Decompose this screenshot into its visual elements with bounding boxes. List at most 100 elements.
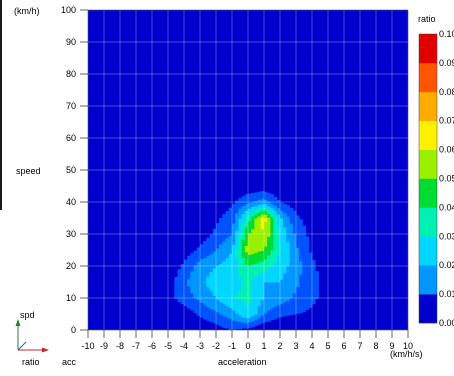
contour-cell — [260, 295, 265, 297]
contour-cell — [241, 278, 246, 280]
contour-cell — [193, 296, 198, 298]
contour-cell — [203, 253, 207, 255]
contour-cell — [212, 280, 217, 282]
contour-cell — [238, 202, 242, 204]
contour-cell — [251, 219, 255, 221]
contour-cell — [216, 296, 220, 298]
contour-cell — [216, 289, 220, 291]
contour-cell — [212, 255, 217, 257]
contour-cell — [273, 232, 278, 234]
contour-cell — [241, 294, 246, 296]
contour-cell — [212, 321, 217, 323]
contour-cell — [235, 246, 239, 248]
contour-cell — [260, 199, 265, 201]
contour-cell — [235, 210, 239, 212]
contour-cell — [200, 280, 204, 282]
contour-cell — [225, 312, 230, 314]
contour-cell — [200, 257, 204, 259]
contour-cell — [238, 257, 242, 259]
contour-cell — [232, 216, 236, 218]
contour-cell — [273, 276, 278, 278]
contour-cell — [241, 269, 246, 271]
contour-cell — [260, 226, 265, 228]
contour-cell — [260, 310, 265, 312]
contour-cell — [219, 219, 223, 221]
contour-cell — [276, 303, 281, 305]
contour-cell — [267, 285, 271, 287]
contour-cell — [235, 241, 239, 243]
contour-cell — [193, 312, 198, 314]
contour-cell — [270, 236, 274, 238]
contour-cell — [209, 319, 214, 321]
contour-cell — [225, 298, 230, 300]
contour-cell — [254, 289, 258, 291]
contour-cell — [212, 285, 217, 287]
contour-cell — [228, 219, 233, 221]
contour-cell — [225, 317, 230, 319]
contour-cell — [264, 307, 268, 309]
contour-cell — [225, 230, 230, 232]
contour-cell — [225, 304, 230, 306]
contour-cell — [206, 291, 210, 293]
contour-cell — [241, 303, 246, 305]
contour-cell — [241, 262, 246, 264]
contour-cell — [228, 226, 233, 228]
contour-cell — [264, 203, 268, 205]
contour-cell — [238, 251, 242, 253]
contour-cell — [273, 205, 278, 207]
contour-cell — [254, 321, 258, 323]
contour-cell — [196, 281, 201, 283]
contour-cell — [270, 279, 274, 281]
contour-cell — [264, 319, 268, 321]
contour-cell — [238, 221, 242, 223]
contour-cell — [241, 307, 246, 309]
contour-cell — [219, 305, 223, 307]
contour-cell — [260, 298, 265, 300]
contour-cell — [225, 282, 230, 284]
contour-cell — [257, 196, 262, 198]
contour-cell — [216, 241, 220, 243]
contour-cell — [184, 287, 188, 289]
contour-cell — [235, 266, 239, 268]
contour-cell — [196, 301, 201, 303]
contour-cell — [260, 227, 265, 229]
contour-cell — [219, 283, 223, 285]
contour-cell — [219, 282, 223, 284]
contour-cell — [203, 305, 207, 307]
contour-cell — [248, 315, 252, 317]
contour-cell — [193, 295, 198, 297]
contour-cell — [254, 260, 258, 262]
contour-cell — [209, 258, 214, 260]
contour-cell — [260, 262, 265, 264]
contour-cell — [187, 256, 191, 258]
contour-cell — [273, 216, 278, 218]
contour-cell — [238, 253, 242, 255]
contour-cell — [257, 232, 262, 234]
contour-cell — [257, 203, 262, 205]
contour-cell — [206, 301, 210, 303]
contour-cell — [244, 303, 249, 305]
contour-cell — [244, 230, 249, 232]
contour-cell — [219, 238, 223, 240]
contour-cell — [203, 303, 207, 305]
contour-cell — [241, 250, 246, 252]
contour-cell — [228, 255, 233, 257]
contour-cell — [209, 309, 214, 311]
contour-cell — [260, 312, 265, 314]
contour-cell — [203, 305, 207, 307]
contour-cell — [257, 257, 262, 259]
contour-cell — [180, 294, 185, 296]
contour-cell — [190, 283, 194, 285]
contour-cell — [184, 283, 188, 285]
contour-cell — [232, 303, 236, 305]
contour-cell — [251, 246, 255, 248]
contour-cell — [273, 258, 278, 260]
contour-cell — [257, 224, 262, 226]
contour-cell — [260, 208, 265, 210]
contour-cell — [203, 296, 207, 298]
contour-cell — [238, 274, 242, 276]
contour-cell — [257, 221, 262, 223]
contour-cell — [225, 238, 230, 240]
contour-cell — [187, 257, 191, 259]
contour-cell — [235, 300, 239, 302]
